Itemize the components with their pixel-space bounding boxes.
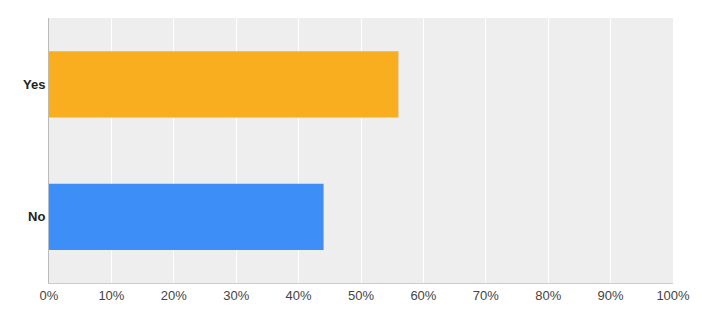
svg-text:No: No	[28, 209, 45, 224]
svg-text:0%: 0%	[40, 288, 59, 303]
svg-text:80%: 80%	[535, 288, 561, 303]
svg-text:70%: 70%	[473, 288, 499, 303]
svg-text:100%: 100%	[656, 288, 690, 303]
svg-text:90%: 90%	[598, 288, 624, 303]
svg-text:10%: 10%	[98, 288, 124, 303]
svg-text:60%: 60%	[410, 288, 436, 303]
svg-text:50%: 50%	[348, 288, 374, 303]
svg-text:20%: 20%	[161, 288, 187, 303]
svg-text:30%: 30%	[223, 288, 249, 303]
svg-text:Yes: Yes	[23, 77, 45, 92]
svg-text:40%: 40%	[286, 288, 312, 303]
